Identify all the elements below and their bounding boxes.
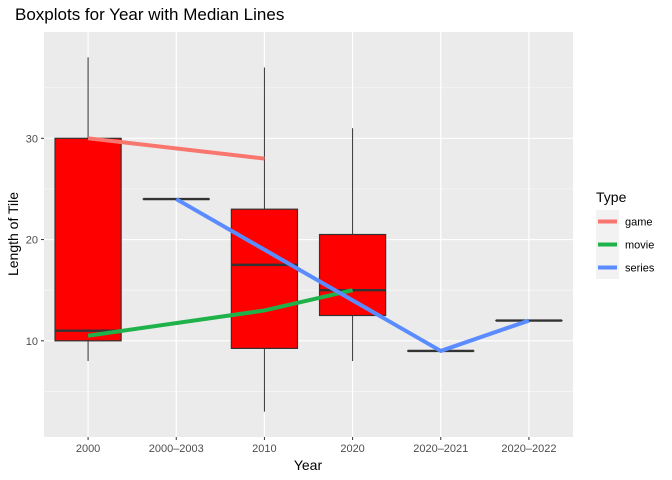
chart-title: Boxplots for Year with Median Lines bbox=[15, 5, 284, 24]
box-body bbox=[54, 137, 122, 342]
x-tick-label: 2010 bbox=[252, 443, 276, 455]
legend-label: game bbox=[625, 217, 653, 229]
legend-label: movie bbox=[625, 240, 654, 252]
box-body bbox=[318, 233, 387, 317]
legend-item-movie: movie bbox=[596, 233, 654, 256]
legend-item-game: game bbox=[596, 210, 653, 233]
x-tick-label: 2020–2021 bbox=[413, 443, 468, 455]
y-tick-label: 20 bbox=[26, 235, 38, 247]
box-2000 bbox=[54, 57, 122, 362]
legend-label: series bbox=[625, 263, 655, 275]
legend-title: Type bbox=[596, 189, 627, 205]
boxes bbox=[54, 57, 563, 412]
legend-item-series: series bbox=[596, 256, 655, 279]
y-tick-label: 10 bbox=[26, 336, 38, 348]
x-axis-title: Year bbox=[294, 457, 323, 473]
x-tick-label: 2020 bbox=[340, 443, 364, 455]
box-2020 bbox=[318, 128, 387, 362]
y-tick-label: 30 bbox=[26, 133, 38, 145]
median-lines bbox=[87, 136, 530, 353]
y-axis-title: Length of Tile bbox=[5, 192, 21, 276]
series-line-movie bbox=[87, 288, 354, 338]
legend: Type game movie series bbox=[596, 189, 655, 279]
x-tick-label: 2000 bbox=[76, 443, 100, 455]
plot-panel bbox=[44, 32, 573, 437]
box-body bbox=[230, 208, 299, 350]
series-line-game bbox=[87, 136, 265, 161]
box-2010 bbox=[230, 67, 299, 412]
x-tick-label: 2020–2022 bbox=[501, 443, 556, 455]
series-line-series bbox=[175, 197, 530, 353]
x-tick-label: 2000–2003 bbox=[149, 443, 204, 455]
axes: 10 20 30 2000 2000–2003 2010 2020 2020–2021 2020… bbox=[26, 133, 557, 455]
